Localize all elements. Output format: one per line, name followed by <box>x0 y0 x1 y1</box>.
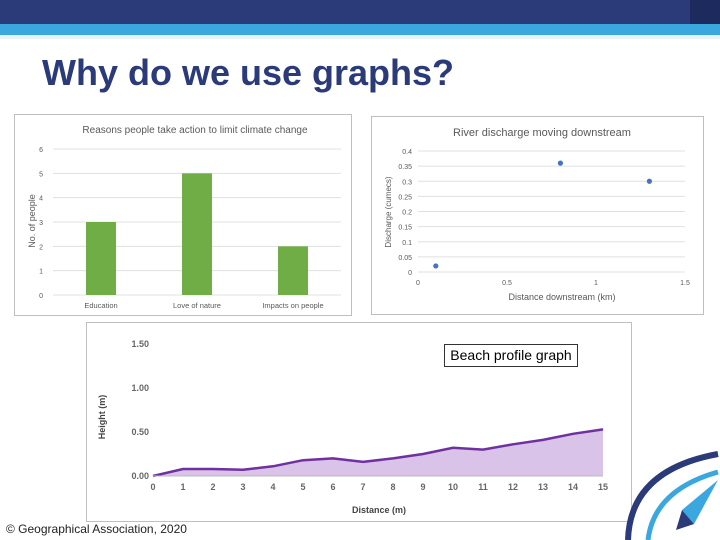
area-xtick-label: 12 <box>508 482 518 492</box>
area-xtick-label: 1 <box>180 482 185 492</box>
scatter-point <box>646 178 652 184</box>
area-line <box>152 428 604 478</box>
bar-chart: Reasons people take action to limit clim… <box>27 125 341 310</box>
bar-category-label: Education <box>84 301 117 310</box>
scatter-chart-panel: River discharge moving downstream Discha… <box>371 116 704 315</box>
area-fill <box>153 429 603 476</box>
slide-title: Why do we use graphs? <box>42 52 455 93</box>
bar-ytick-label: 6 <box>39 147 43 154</box>
area-xtick-label: 10 <box>448 482 458 492</box>
area-ytick-label: 0.50 <box>131 427 149 437</box>
bar-ytick-label: 3 <box>39 220 43 227</box>
area-xtick-label: 11 <box>478 482 488 492</box>
area-xtick-label: 9 <box>420 482 425 492</box>
scatter-ytick-label: 0.2 <box>402 210 412 217</box>
scatter-xtick-label: 0.5 <box>502 280 512 287</box>
scatter-point <box>557 160 563 166</box>
scatter-ytick-label: 0 <box>408 270 412 277</box>
chart-caption: Beach profile graph <box>444 344 578 367</box>
area-xtick-label: 15 <box>598 482 608 492</box>
header-band <box>0 0 720 24</box>
area-xtick-label: 13 <box>538 482 548 492</box>
area-xtick-label: 3 <box>240 482 245 492</box>
scatter-ytick-label: 0.1 <box>402 240 412 247</box>
bar-ytick-label: 1 <box>39 269 43 276</box>
area-xtick-label: 0 <box>150 482 155 492</box>
scatter-chart-title: River discharge moving downstream <box>453 127 631 139</box>
bar <box>182 173 212 295</box>
scatter-ytick-label: 0.05 <box>398 255 412 262</box>
area-chart-xlabel: Distance (m) <box>352 505 406 515</box>
area-chart: Height (m) Distance (m) 0.00 0.50 1.00 1.50… <box>97 339 608 515</box>
area-xtick-label: 4 <box>270 482 275 492</box>
compass-logo-icon <box>625 451 719 540</box>
scatter-xtick-label: 0 <box>416 280 420 287</box>
area-ytick-label: 1.00 <box>131 383 149 393</box>
scatter-chart-xlabel: Distance downstream (km) <box>508 292 615 302</box>
bar-ytick-label: 0 <box>39 293 43 300</box>
bar-chart-ylabel: No. of people <box>27 194 37 248</box>
scatter-chart-ylabel: Discharge (cumecs) <box>384 176 393 247</box>
bar-ytick-label: 2 <box>39 244 43 251</box>
area-ytick-label: 0.00 <box>131 471 149 481</box>
area-chart-ylabel: Height (m) <box>97 395 107 440</box>
scatter-xtick-label: 1.5 <box>680 280 690 287</box>
bar-chart-title: Reasons people take action to limit clim… <box>82 125 308 136</box>
scatter-ytick-label: 0.3 <box>402 179 412 186</box>
bar-ytick-label: 4 <box>39 196 43 203</box>
scatter-point <box>433 263 439 269</box>
bar-ytick-label: 5 <box>39 171 43 178</box>
copyright-notice: © Geographical Association, 2020 <box>6 522 187 536</box>
bar-category-label: Love of nature <box>173 301 221 310</box>
area-xtick-label: 2 <box>210 482 215 492</box>
header-band-accent <box>690 0 720 24</box>
scatter-ytick-label: 0.15 <box>398 225 412 232</box>
header-stripe-light <box>0 35 720 39</box>
bar <box>278 246 308 295</box>
scatter-chart: River discharge moving downstream Discha… <box>384 127 690 302</box>
scatter-ytick-label: 0.4 <box>402 149 412 156</box>
area-xtick-label: 5 <box>300 482 305 492</box>
area-xtick-label: 8 <box>390 482 395 492</box>
scatter-ytick-label: 0.35 <box>398 164 412 171</box>
scatter-xtick-label: 1 <box>594 280 598 287</box>
bar <box>86 222 116 295</box>
area-ytick-label: 1.50 <box>131 339 149 349</box>
area-xtick-label: 7 <box>360 482 365 492</box>
bar-category-label: Impacts on people <box>262 301 323 310</box>
area-xtick-label: 6 <box>330 482 335 492</box>
scatter-ytick-label: 0.25 <box>398 194 412 201</box>
header-stripe <box>0 24 720 35</box>
area-xtick-label: 14 <box>568 482 578 492</box>
bar-chart-panel: Reasons people take action to limit clim… <box>14 114 352 316</box>
